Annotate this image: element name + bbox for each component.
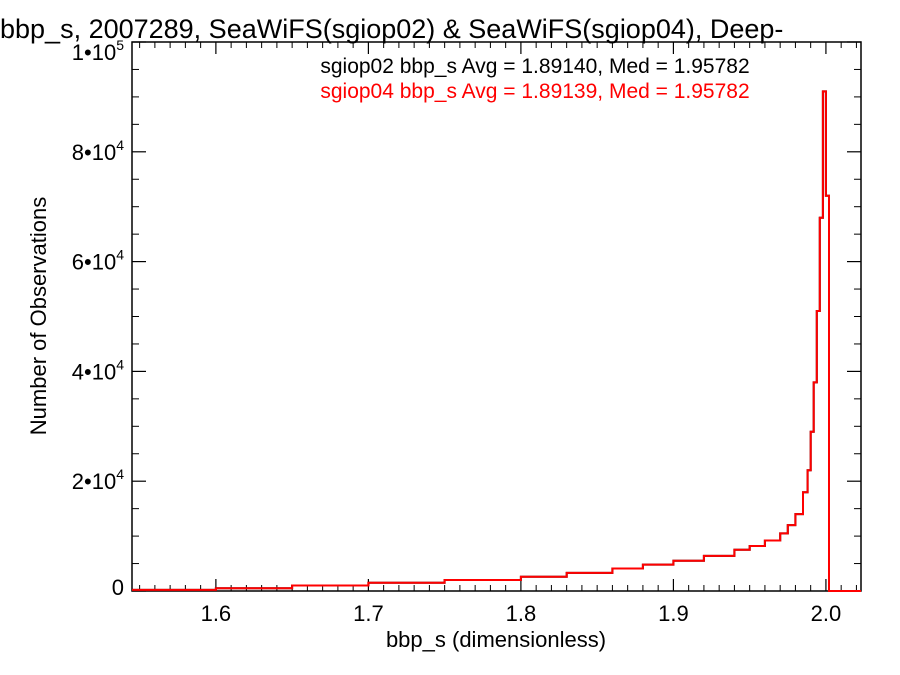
y-axis: 0 2•104 4•104 6•104 8•104 1•105: [72, 37, 861, 600]
x-tick-label: 1.6: [201, 601, 232, 626]
x-tick-label: 1.8: [506, 601, 537, 626]
x-tick-label: 1.9: [658, 601, 689, 626]
y-tick-label: 8•104: [72, 137, 124, 165]
legend: sgiop02 bbp_s Avg = 1.89140, Med = 1.957…: [320, 55, 749, 103]
stats-text-1: sgiop02 bbp_s Avg = 1.89140, Med = 1.957…: [320, 55, 749, 78]
x-tick-label: 2.0: [811, 601, 842, 626]
series-1-line: [132, 90, 861, 592]
y-tick-label: 4•104: [72, 356, 124, 384]
series-layer: [132, 90, 861, 592]
stats-text-2: sgiop04 bbp_s Avg = 1.89139, Med = 1.957…: [320, 80, 749, 103]
y-tick-label: 6•104: [72, 247, 124, 275]
x-tick-label: 1.7: [353, 601, 384, 626]
y-tick-label: 0: [112, 575, 124, 600]
plot-area: [131, 41, 862, 592]
series-2-line: [132, 90, 861, 592]
x-axis-title: bbp_s (dimensionless): [386, 627, 606, 652]
y-tick-label: 2•104: [72, 466, 124, 494]
y-tick-label: 1•105: [72, 37, 124, 65]
chart-title: bbp_s, 2007289, SeaWiFS(sgiop02) & SeaWi…: [0, 14, 783, 44]
y-axis-title: Number of Observations: [26, 197, 51, 435]
x-axis: 1.6 1.7 1.8 1.9 2.0: [139, 42, 857, 626]
